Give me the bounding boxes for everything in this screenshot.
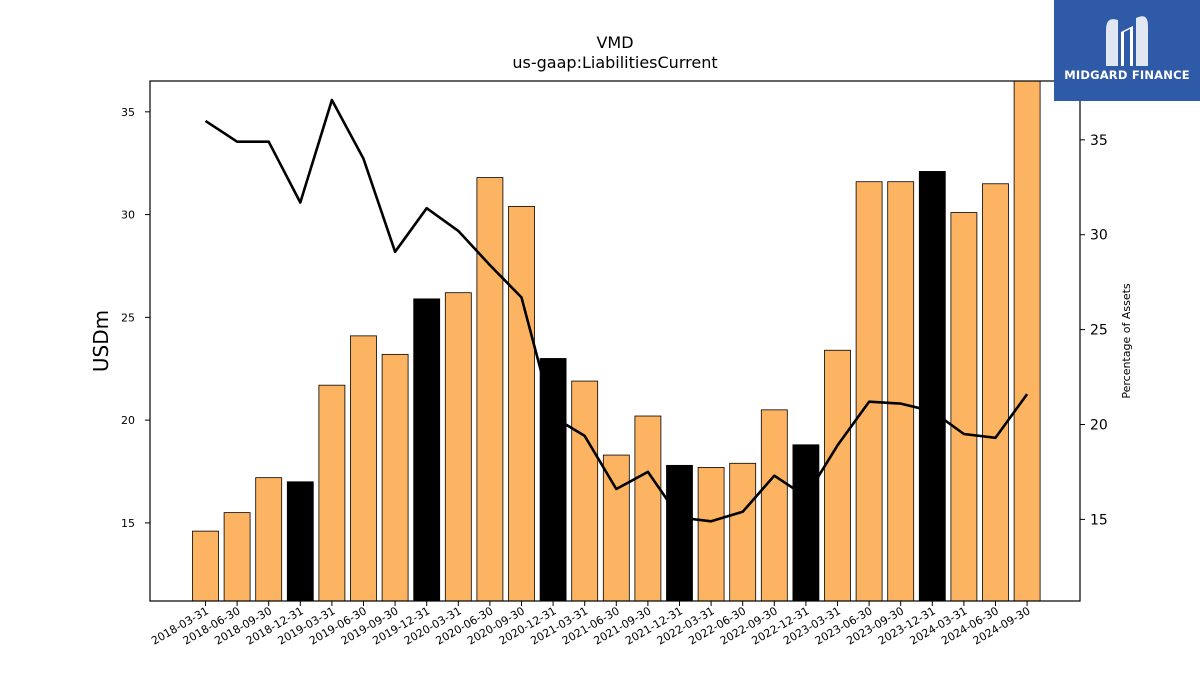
y2-tick-label: 35 — [1090, 133, 1108, 149]
midgard-m-icon — [1106, 16, 1148, 66]
bar-2019-09-30 — [381, 353, 409, 602]
bar-2020-12-31 — [539, 358, 567, 602]
brand-logo: MIDGARD FINANCE — [1054, 0, 1200, 101]
bar-2018-09-30 — [255, 477, 283, 602]
y-tick-label: 15 — [121, 517, 135, 530]
bar-2023-03-31 — [824, 349, 851, 602]
y2-tick-label: 15 — [1090, 512, 1108, 528]
bar-2019-06-30 — [350, 335, 377, 602]
bar-2024-09-30 — [1013, 80, 1041, 602]
y-tick-label: 35 — [121, 106, 135, 119]
bar-2023-12-31 — [918, 171, 946, 602]
bar-2021-06-30 — [602, 454, 630, 602]
bar-2022-09-30 — [760, 409, 788, 602]
bar-2024-03-31 — [950, 212, 978, 602]
y2-tick-label: 25 — [1090, 323, 1108, 339]
brand-name: MIDGARD FINANCE — [1064, 68, 1190, 82]
bar-2020-09-30 — [508, 205, 535, 602]
bar-2021-03-31 — [571, 380, 599, 602]
y-tick-label: 30 — [121, 209, 135, 222]
bar-2018-06-30 — [223, 512, 251, 602]
bar-2021-12-31 — [666, 464, 693, 602]
bar-2019-03-31 — [318, 384, 346, 602]
bar-2023-06-30 — [855, 181, 883, 602]
bar-2024-06-30 — [982, 183, 1009, 602]
bar-2020-03-31 — [444, 292, 472, 602]
y2-axis-label: Percentage of Assets — [1120, 283, 1133, 399]
y-tick-label: 25 — [121, 311, 135, 324]
chart-subtitle: us-gaap:LiabilitiesCurrent — [512, 53, 717, 72]
bar-2022-06-30 — [729, 462, 757, 602]
chart-title: VMD — [596, 33, 633, 52]
bar-2018-03-31 — [192, 530, 219, 602]
y-axis-label: USDm — [89, 310, 113, 372]
bar-2021-09-30 — [634, 415, 662, 602]
bar-2022-12-31 — [792, 444, 820, 602]
bar-2018-12-31 — [286, 481, 314, 602]
bar-2023-09-30 — [887, 181, 915, 602]
y-tick-label: 20 — [121, 414, 135, 427]
percentage-line — [204, 98, 1029, 523]
bar-2022-03-31 — [697, 467, 725, 602]
y2-tick-label: 30 — [1090, 228, 1108, 244]
plot-frame — [149, 80, 1081, 602]
bar-2020-06-30 — [476, 177, 504, 602]
y2-tick-label: 20 — [1090, 418, 1108, 434]
bar-2019-12-31 — [413, 298, 441, 602]
